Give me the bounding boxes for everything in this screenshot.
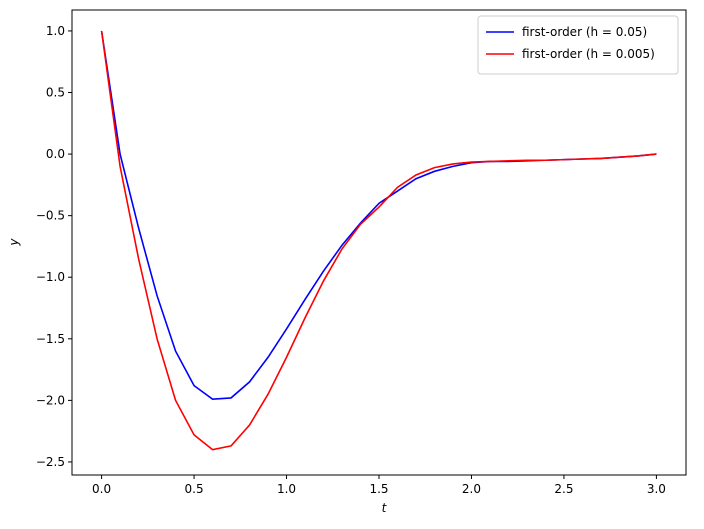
x-tick-label: 1.0 bbox=[277, 482, 296, 496]
y-tick-label: 1.0 bbox=[46, 24, 65, 38]
y-tick-label: −0.5 bbox=[36, 209, 65, 223]
legend-label: first-order (h = 0.005) bbox=[522, 47, 655, 61]
x-tick-label: 0.0 bbox=[92, 482, 111, 496]
x-tick-label: 1.5 bbox=[369, 482, 388, 496]
x-tick-label: 2.5 bbox=[554, 482, 573, 496]
x-axis-label: t bbox=[382, 501, 388, 515]
legend-label: first-order (h = 0.05) bbox=[522, 25, 647, 39]
y-tick-label: −2.5 bbox=[36, 455, 65, 469]
x-tick-label: 0.5 bbox=[185, 482, 204, 496]
y-tick-label: −2.0 bbox=[36, 393, 65, 407]
line-series bbox=[100, 30, 657, 400]
line-series bbox=[100, 30, 657, 451]
y-tick-label: 0.5 bbox=[46, 86, 65, 100]
plot-frame bbox=[71, 9, 687, 476]
y-tick-label: −1.0 bbox=[36, 270, 65, 284]
y-tick-label: −1.5 bbox=[36, 332, 65, 346]
y-tick-label: 0.0 bbox=[46, 147, 65, 161]
x-tick-label: 3.0 bbox=[647, 482, 666, 496]
y-axis-label: y bbox=[7, 238, 21, 247]
legend-box bbox=[477, 15, 679, 75]
x-tick-label: 2.0 bbox=[462, 482, 481, 496]
